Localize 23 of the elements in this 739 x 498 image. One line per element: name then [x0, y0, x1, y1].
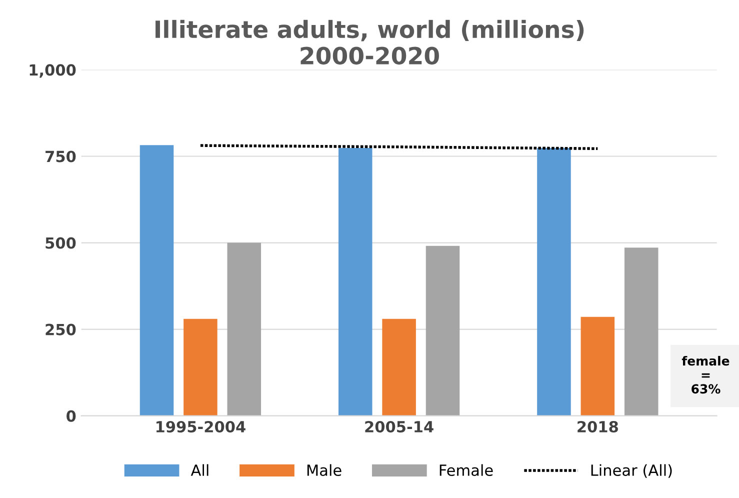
y-tick-label: 500	[46, 237, 76, 249]
legend-label: Linear (All)	[591, 464, 672, 478]
bar	[227, 242, 262, 416]
bar	[580, 316, 615, 416]
legend-label: Female	[440, 464, 493, 476]
bar	[338, 148, 372, 416]
x-tick-label: 2005-14	[365, 420, 434, 433]
bar	[426, 246, 460, 416]
chart-title: Illiterate adults, world (millions) 2000-2020	[156, 20, 584, 65]
y-tick-label: 750	[46, 150, 76, 162]
bar	[184, 318, 218, 416]
bar	[624, 248, 658, 416]
legend-label: All	[190, 464, 208, 476]
x-tick-label: 1995-2004	[156, 420, 246, 433]
bar	[537, 148, 571, 416]
bar	[382, 318, 416, 416]
y-tick-label: 250	[46, 324, 76, 336]
bar	[140, 145, 174, 416]
x-tick-label: 2018	[578, 420, 618, 433]
y-tick-label: 1,000	[30, 64, 76, 78]
y-tick-label: 0	[66, 410, 76, 422]
legend-label: Male	[307, 464, 342, 476]
annotation: female = 63%	[682, 356, 730, 394]
